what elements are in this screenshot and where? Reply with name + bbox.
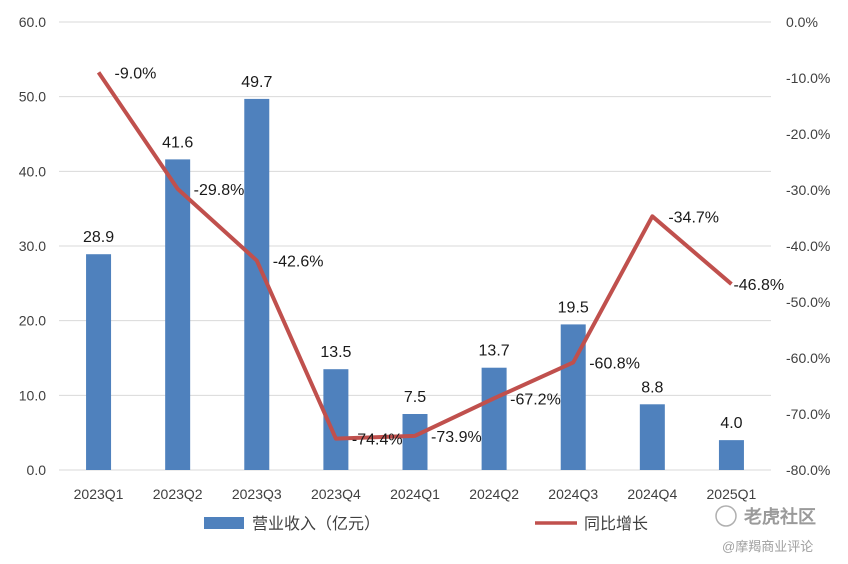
- legend-bar-swatch: [204, 517, 244, 529]
- bar-value-label: 7.5: [404, 389, 426, 406]
- left-tick-label: 20.0: [19, 313, 46, 329]
- category-label: 2024Q4: [627, 486, 677, 502]
- line-value-label: -60.8%: [589, 355, 640, 372]
- bar-value-label: 4.0: [720, 415, 742, 432]
- left-axis: 0.0 10.0 20.0 30.0 40.0 50.0 60.0: [19, 14, 46, 478]
- bar-value-label: 13.5: [320, 344, 351, 361]
- left-tick-label: 10.0: [19, 387, 46, 403]
- left-tick-label: 0.0: [27, 462, 47, 478]
- bar-value-label: 8.8: [641, 379, 663, 396]
- revenue-bar: [639, 404, 665, 470]
- category-label: 2023Q1: [74, 486, 124, 502]
- revenue-bar: [481, 367, 507, 470]
- bar-value-label: 13.7: [479, 343, 510, 360]
- revenue-bar: [165, 159, 191, 471]
- right-tick-label: 0.0%: [786, 14, 818, 30]
- category-label: 2023Q2: [153, 486, 203, 502]
- line-value-label: -67.2%: [510, 391, 561, 408]
- right-tick-label: -40.0%: [786, 238, 830, 254]
- category-label: 2025Q1: [707, 486, 757, 502]
- right-tick-label: -20.0%: [786, 126, 830, 142]
- watermark: 老虎社区 @摩羯商业评论: [715, 505, 816, 554]
- line-value-label: -74.4%: [352, 432, 403, 449]
- line-value-label: -29.8%: [194, 182, 245, 199]
- line-data-labels: -9.0% -29.8% -42.6% -74.4% -73.9% -67.2% -60.8…: [115, 65, 785, 448]
- legend: 营业收入（亿元） 同比增长: [204, 515, 648, 533]
- watermark-logo-text: 老虎社区: [744, 506, 816, 527]
- watermark-logo-icon: [715, 505, 737, 527]
- right-tick-label: -70.0%: [786, 406, 830, 422]
- category-label: 2024Q2: [469, 486, 519, 502]
- line-value-label: -46.8%: [733, 277, 784, 294]
- bar-value-label: 41.6: [162, 134, 193, 151]
- category-label: 2024Q1: [390, 486, 440, 502]
- category-label: 2023Q4: [311, 486, 361, 502]
- line-value-label: -34.7%: [668, 209, 719, 226]
- revenue-bar: [718, 440, 744, 470]
- right-tick-label: -50.0%: [786, 294, 830, 310]
- category-label: 2023Q3: [232, 486, 282, 502]
- right-axis: -80.0% -70.0% -60.0% -50.0% -40.0% -30.0% -20.…: [786, 14, 830, 478]
- legend-bar-label: 营业收入（亿元）: [252, 515, 380, 533]
- revenue-bars: [86, 98, 744, 471]
- category-label: 2024Q3: [548, 486, 598, 502]
- category-axis: 2023Q1 2023Q2 2023Q3 2023Q4 2024Q1 2024Q2 2024…: [74, 486, 757, 502]
- right-tick-label: -60.0%: [786, 350, 830, 366]
- line-value-label: -73.9%: [431, 429, 482, 446]
- left-tick-label: 50.0: [19, 89, 46, 105]
- watermark-sub-text: @摩羯商业评论: [722, 539, 813, 554]
- right-tick-label: -80.0%: [786, 462, 830, 478]
- left-tick-label: 40.0: [19, 163, 46, 179]
- bar-value-label: 28.9: [83, 229, 114, 246]
- left-tick-label: 30.0: [19, 238, 46, 254]
- revenue-bar: [244, 98, 270, 470]
- line-value-label: -9.0%: [115, 65, 157, 82]
- revenue-bar: [86, 254, 112, 470]
- legend-line-label: 同比增长: [584, 515, 648, 533]
- bar-value-label: 19.5: [558, 299, 589, 316]
- line-value-label: -42.6%: [273, 254, 324, 271]
- right-tick-label: -10.0%: [786, 70, 830, 86]
- revenue-bar: [402, 414, 428, 470]
- bar-data-labels: 28.9 41.6 49.7 13.5 7.5 13.7 19.5 8.8 4.0: [83, 74, 743, 432]
- right-tick-label: -30.0%: [786, 182, 830, 198]
- left-tick-label: 60.0: [19, 14, 46, 30]
- bar-value-label: 49.7: [241, 74, 272, 91]
- yoy-growth-line: [96, 71, 733, 441]
- growth-line-path: [96, 71, 733, 441]
